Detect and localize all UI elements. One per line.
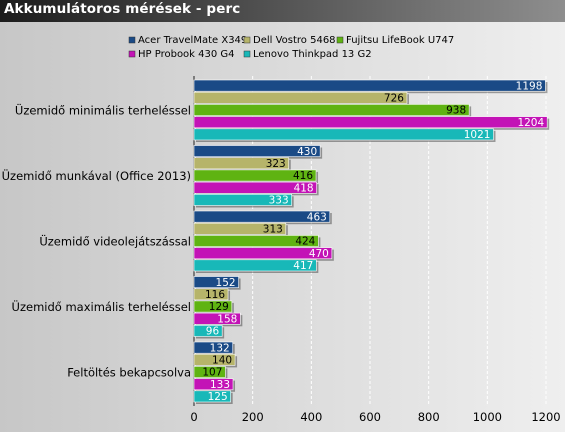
bar-value-label: 107 [202, 367, 222, 379]
legend-swatch [128, 50, 136, 58]
x-tick-label: 400 [300, 410, 322, 424]
bar-value-label: 938 [446, 105, 466, 117]
category-label: Üzemidő videolejátszással [39, 233, 191, 249]
bar [193, 353, 236, 366]
bar-value-label: 152 [216, 277, 236, 289]
bar-value-label: 463 [307, 211, 327, 223]
bar [193, 181, 317, 194]
bar [193, 324, 223, 337]
bar-value-label: 1198 [516, 80, 543, 92]
bar-value-label: 416 [293, 170, 313, 182]
bar [193, 145, 321, 157]
legend-label: Acer TravelMate X349 [138, 35, 247, 46]
bar-value-label: 424 [295, 236, 315, 248]
bar-value-label: 1021 [464, 129, 491, 141]
category-label: Üzemidő minimális terheléssel [15, 102, 191, 118]
legend: Acer TravelMate X349 Dell Vostro 5468 Fuji… [128, 35, 454, 60]
bar-value-label: 323 [266, 158, 286, 170]
category-label: Üzemidő maximális terheléssel [12, 298, 191, 314]
bar [193, 312, 241, 325]
bar [193, 91, 408, 104]
legend-label: Dell Vostro 5468 [253, 35, 336, 46]
bar [193, 194, 292, 206]
bar [193, 288, 229, 301]
bar-value-label: 116 [205, 289, 225, 301]
bar-value-label: 140 [212, 355, 232, 367]
legend-swatch [128, 36, 136, 44]
bar [193, 235, 319, 247]
bar-value-label: 430 [297, 146, 317, 158]
legend-swatch [336, 36, 344, 44]
bar-value-label: 158 [217, 313, 237, 325]
bar [193, 222, 287, 235]
x-tick-label: 1200 [531, 410, 560, 424]
legend-label: Lenovo Thinkpad 13 G2 [253, 49, 372, 60]
bar-value-label: 417 [293, 260, 313, 272]
bar [193, 79, 546, 92]
bar [193, 157, 290, 170]
bar-value-label: 418 [294, 182, 314, 194]
x-axis-ticks: 0 200 400 600 800 1000 1200 [190, 410, 560, 424]
bar-value-label: 1204 [517, 117, 544, 129]
bar [193, 366, 226, 378]
category-labels: Üzemidő minimális terheléssel Üzemidő mun… [2, 102, 191, 380]
bar-value-label: 470 [309, 248, 329, 260]
x-tick-label: 600 [359, 410, 381, 424]
bar [193, 116, 548, 129]
bar [193, 169, 317, 182]
legend-label: HP Probook 430 G4 [138, 49, 235, 60]
bar [193, 276, 239, 288]
x-tick-label: 200 [242, 410, 264, 424]
bar-value-label: 125 [208, 391, 228, 403]
bar [193, 247, 333, 260]
x-tick-label: 0 [190, 410, 197, 424]
bar [193, 300, 233, 313]
legend-swatch [243, 36, 251, 44]
bar [193, 390, 231, 403]
x-tick-label: 1000 [473, 410, 502, 424]
bar [193, 104, 470, 116]
bar [193, 259, 317, 272]
bar [193, 210, 331, 223]
legend-swatch [243, 50, 251, 58]
bar-value-label: 313 [263, 224, 283, 236]
bar-value-label: 96 [206, 326, 220, 338]
bar [193, 341, 234, 354]
category-label: Feltöltés bekapcsolva [67, 366, 191, 380]
category-label: Üzemidő munkával (Office 2013) [2, 167, 191, 183]
bar [193, 128, 494, 141]
bar-value-label: 333 [269, 195, 289, 207]
bar [193, 378, 234, 391]
bar-value-label: 726 [384, 93, 404, 105]
bar-value-label: 132 [210, 342, 230, 354]
legend-label: Fujitsu LifeBook U747 [346, 35, 454, 46]
bar-value-label: 129 [209, 301, 229, 313]
x-tick-label: 800 [418, 410, 440, 424]
chart-title: Akkumulátoros mérések - perc [4, 1, 241, 17]
bar-value-label: 133 [210, 379, 230, 391]
